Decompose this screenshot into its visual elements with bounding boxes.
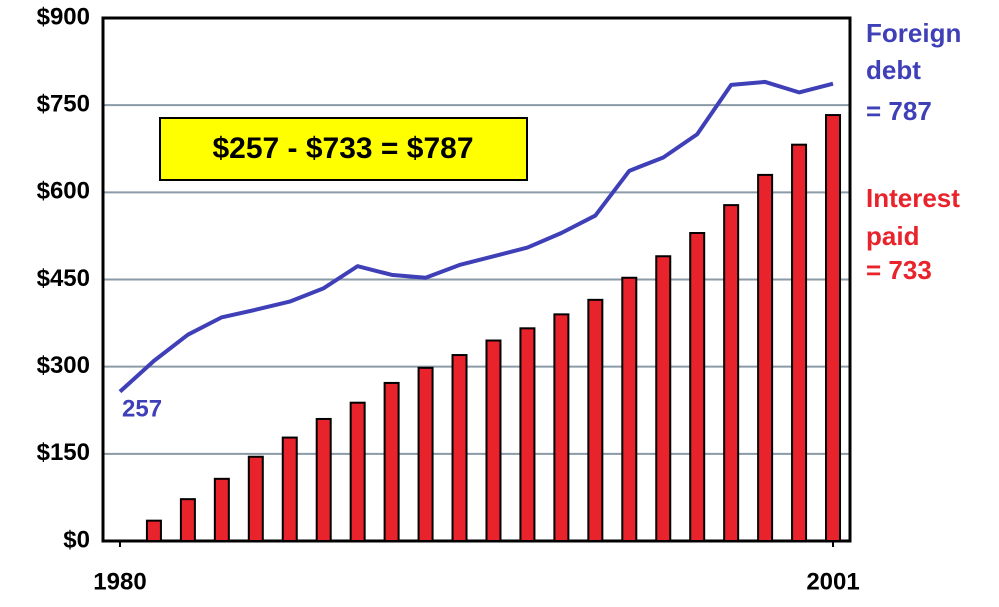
annotation: $257 - $733 = $787 <box>212 132 473 165</box>
bar <box>587 298 604 543</box>
bar <box>315 417 332 543</box>
end-label: = 733 <box>866 255 932 285</box>
bar <box>213 477 230 542</box>
y-tick-label: $600 <box>37 178 90 205</box>
bar <box>791 143 808 542</box>
bar <box>519 327 536 542</box>
bar <box>621 276 638 542</box>
y-tick-label: $450 <box>37 265 90 292</box>
bar <box>451 354 468 542</box>
bar <box>485 339 502 542</box>
bar <box>179 498 196 543</box>
x-tick-label: 1980 <box>93 568 146 595</box>
bar <box>825 114 842 542</box>
bar <box>349 401 366 542</box>
end-label: = 787 <box>866 96 932 126</box>
bar <box>553 313 570 542</box>
y-tick-label: $150 <box>37 439 90 466</box>
legend-label: Foreign debt <box>866 18 969 85</box>
y-tick-label: $900 <box>37 3 90 30</box>
bar <box>383 381 400 542</box>
start-label: 257 <box>122 395 162 422</box>
y-tick-label: $0 <box>63 526 90 553</box>
bar <box>145 519 162 543</box>
bar <box>723 204 740 543</box>
legend-label: Interest paid <box>866 183 967 251</box>
y-tick-label: $750 <box>37 91 90 118</box>
line <box>118 79 834 394</box>
bar <box>281 436 298 542</box>
y-tick-label: $300 <box>37 352 90 379</box>
bar <box>417 366 434 542</box>
x-tick-label: 2001 <box>806 568 859 595</box>
bar <box>757 173 774 542</box>
bar <box>655 255 672 542</box>
plot-frame <box>101 16 852 543</box>
bar <box>689 232 706 542</box>
bar <box>247 455 264 542</box>
annotation-box <box>159 117 528 181</box>
